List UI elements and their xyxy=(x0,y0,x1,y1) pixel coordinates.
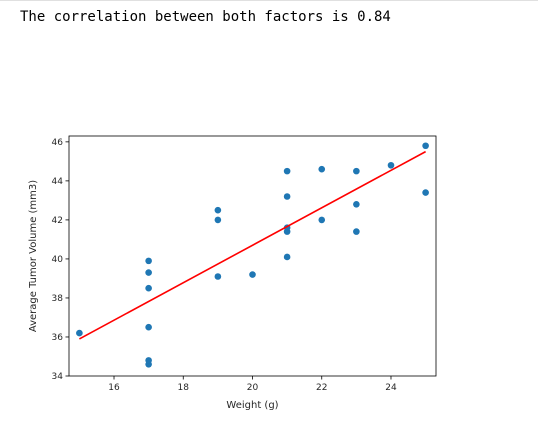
scatter-point xyxy=(145,357,152,364)
x-tick-label: 24 xyxy=(385,383,397,393)
y-tick-label: 46 xyxy=(52,138,64,148)
regression-line xyxy=(79,150,426,340)
cell-top-border xyxy=(0,0,538,1)
scatter-point xyxy=(145,323,152,331)
x-tick-label: 20 xyxy=(247,383,259,393)
scatter-point xyxy=(353,167,360,175)
regression-line-layer xyxy=(79,150,426,340)
y-axis-label: Average Tumor Volume (mm3) xyxy=(28,180,39,332)
x-tick-label: 16 xyxy=(108,383,120,393)
scatter-point xyxy=(249,271,256,278)
scatter-point xyxy=(214,216,222,224)
scatter-point xyxy=(145,269,152,276)
scatter-point xyxy=(283,167,291,175)
scatter-point xyxy=(283,193,291,200)
scatter-point xyxy=(422,142,429,150)
scatter-point xyxy=(422,189,429,196)
y-tick-label: 36 xyxy=(52,333,64,343)
scatter-point xyxy=(353,228,360,235)
y-tick-label: 42 xyxy=(52,216,63,226)
scatter-point xyxy=(318,216,326,224)
correlation-output-text: The correlation between both factors is … xyxy=(20,9,391,25)
scatter-point xyxy=(214,273,222,280)
y-tick-label: 44 xyxy=(52,177,64,187)
y-tick-label: 34 xyxy=(52,372,64,382)
x-axis-label: Weight (g) xyxy=(226,400,278,411)
scatter-point xyxy=(387,161,395,169)
y-tick-label: 40 xyxy=(52,255,64,265)
scatter-point xyxy=(145,257,152,265)
x-tick-label: 22 xyxy=(316,383,327,393)
scatter-point xyxy=(214,206,222,214)
plot-area-frame xyxy=(68,135,437,377)
data-points xyxy=(76,142,429,368)
y-tick-label: 38 xyxy=(52,294,64,304)
x-axis: 16 18 20 22 24 xyxy=(108,376,397,393)
scatter-point xyxy=(353,200,360,208)
scatter-point xyxy=(76,329,83,337)
scatter-point xyxy=(318,165,326,173)
scatter-point xyxy=(283,253,291,261)
x-tick-label: 18 xyxy=(178,383,190,393)
y-axis: 34 36 38 40 42 44 46 xyxy=(52,138,69,382)
scatter-point xyxy=(145,284,152,292)
